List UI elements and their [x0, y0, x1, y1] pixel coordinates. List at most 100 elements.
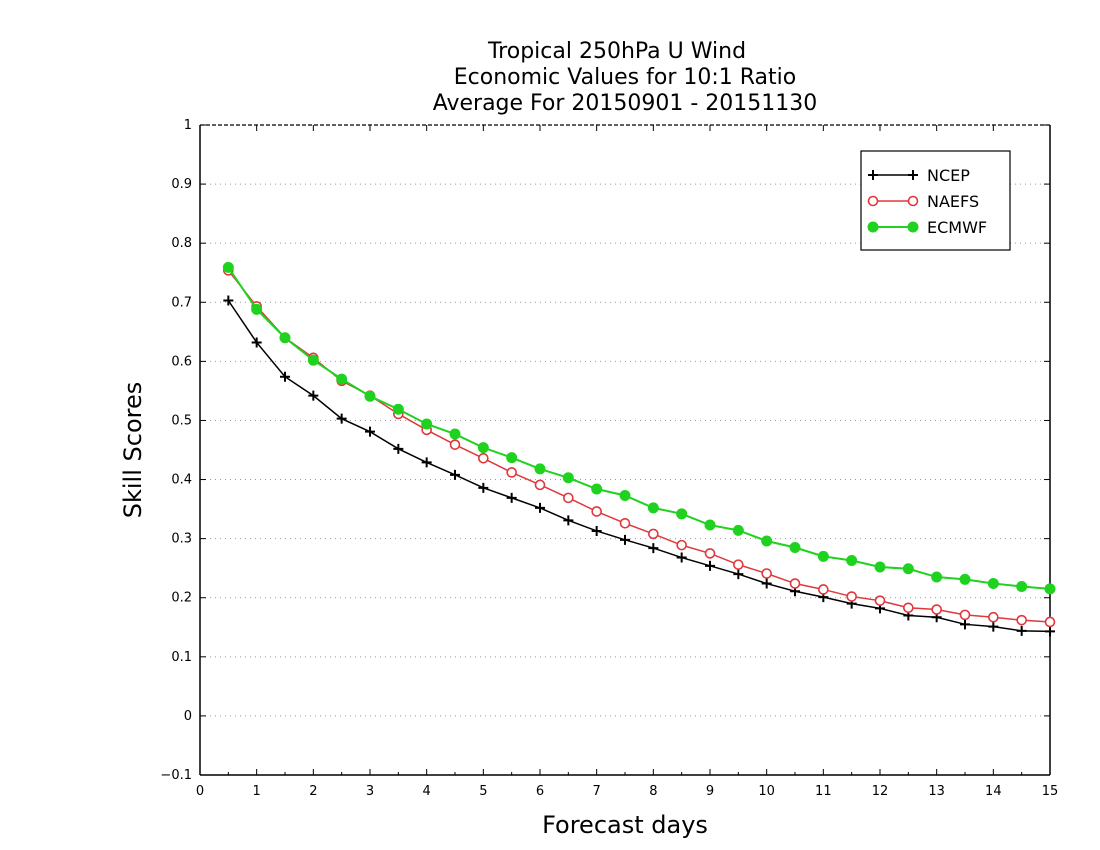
data-point-naefs — [534, 479, 546, 491]
data-point-ecmwf — [1044, 583, 1056, 595]
data-point-ncep — [1016, 625, 1027, 636]
data-point-ecmwf — [1016, 581, 1028, 592]
data-point-naefs — [563, 492, 574, 504]
x-tick-label: 2 — [309, 784, 317, 799]
x-tick-label: 10 — [758, 784, 775, 799]
grid-lines — [200, 183, 1050, 717]
legend-item-ecmwf: ECMWF — [867, 218, 987, 237]
data-point-ncep — [960, 619, 970, 630]
legend-marker — [907, 221, 919, 233]
data-point-ecmwf — [761, 535, 773, 547]
x-tick-label: 1 — [253, 784, 261, 799]
data-point-ncep — [648, 543, 659, 554]
data-point-ecmwf — [846, 555, 858, 566]
x-tick-label: 9 — [706, 784, 714, 799]
chart-title-line-2: Economic Values for 10:1 Ratio — [454, 65, 796, 90]
data-point-ecmwf — [449, 428, 461, 440]
chart-title: Tropical 250hPa U Wind Economic Values f… — [433, 39, 818, 116]
legend-marker — [908, 170, 918, 180]
data-point-ecmwf — [959, 573, 971, 585]
x-tick-label: 3 — [366, 784, 374, 799]
data-point-ncep — [591, 525, 602, 536]
data-point-naefs — [733, 559, 744, 570]
data-point-ecmwf — [676, 508, 688, 520]
legend-marker — [867, 195, 879, 207]
data-point-ncep — [676, 552, 687, 563]
data-point-ncep — [223, 295, 234, 306]
y-tick-label: 0.5 — [171, 413, 192, 428]
data-point-ecmwf — [732, 524, 744, 536]
legend-item-ncep: NCEP — [868, 166, 970, 185]
data-point-naefs — [506, 467, 517, 478]
data-point-ecmwf — [789, 542, 801, 553]
data-point-ecmwf — [704, 519, 716, 531]
x-tick-label: 0 — [196, 784, 204, 799]
legend-label: NCEP — [927, 166, 970, 185]
data-point-ecmwf — [251, 303, 263, 315]
series-line-ncep — [227, 300, 1051, 633]
data-point-ncep — [506, 492, 517, 503]
data-point-ecmwf — [222, 261, 234, 273]
data-point-ncep — [620, 534, 630, 545]
data-point-ncep — [280, 371, 290, 382]
data-point-ncep — [308, 390, 319, 401]
series — [222, 261, 1056, 637]
legend-label: NAEFS — [927, 192, 979, 211]
data-point-ecmwf — [931, 571, 943, 583]
y-tick-label: 0.7 — [171, 295, 192, 310]
data-point-naefs — [1044, 616, 1056, 628]
legend: NCEP NAEFS ECMWF — [860, 150, 1011, 251]
y-axis-label: Skill Scores — [119, 382, 147, 519]
data-point-ncep — [563, 515, 574, 526]
x-tick-label: 14 — [985, 784, 1002, 799]
data-point-ecmwf — [307, 354, 319, 366]
data-point-naefs — [846, 591, 857, 602]
data-point-naefs — [1016, 614, 1027, 626]
data-point-naefs — [619, 517, 631, 529]
data-point-naefs — [704, 548, 716, 559]
data-point-naefs — [449, 439, 461, 450]
data-point-naefs — [676, 539, 687, 551]
legend-marker — [867, 221, 879, 233]
y-tick-label: 0.6 — [171, 354, 192, 369]
x-tick-label: 15 — [1042, 784, 1059, 799]
data-point-ecmwf — [817, 550, 829, 562]
legend-marker — [868, 170, 878, 180]
series-line-ecmwf — [227, 266, 1051, 590]
data-point-ncep — [1045, 626, 1055, 637]
legend-marker — [907, 195, 919, 207]
data-point-ncep — [761, 578, 772, 589]
data-point-ncep — [336, 413, 347, 424]
y-tick-label: 0.1 — [171, 650, 192, 665]
y-tick-labels: −0.1 0 0.1 0.2 0.3 0.4 0.5 0.6 0.7 0.8 0.9 1 — [160, 118, 192, 783]
x-tick-label: 13 — [928, 784, 945, 799]
data-point-ncep — [535, 502, 545, 513]
data-point-ecmwf — [477, 442, 489, 454]
y-tick-label: 0.9 — [171, 177, 192, 192]
data-point-naefs — [959, 609, 971, 621]
data-point-ecmwf — [647, 502, 659, 514]
data-point-naefs — [761, 568, 772, 579]
data-point-ecmwf — [591, 483, 603, 495]
data-point-ncep — [365, 426, 375, 437]
data-point-ncep — [251, 337, 262, 348]
y-tick-label: 0.3 — [171, 532, 192, 547]
data-point-ecmwf — [534, 463, 546, 475]
data-point-ncep — [988, 621, 999, 632]
data-point-naefs — [988, 611, 999, 623]
data-point-ecmwf — [619, 490, 631, 501]
x-tick-label: 12 — [872, 784, 889, 799]
data-point-naefs — [874, 595, 886, 606]
data-point-ncep — [450, 469, 460, 480]
data-point-ecmwf — [336, 373, 348, 385]
x-tick-label: 6 — [536, 784, 544, 799]
data-point-ecmwf — [421, 418, 433, 430]
tick-marks — [199, 124, 1051, 776]
y-tick-label: −0.1 — [160, 768, 192, 783]
data-point-naefs — [931, 604, 942, 615]
data-point-ecmwf — [902, 563, 914, 575]
data-point-ecmwf — [874, 561, 886, 573]
x-tick-label: 5 — [479, 784, 487, 799]
data-point-ecmwf — [279, 332, 291, 344]
